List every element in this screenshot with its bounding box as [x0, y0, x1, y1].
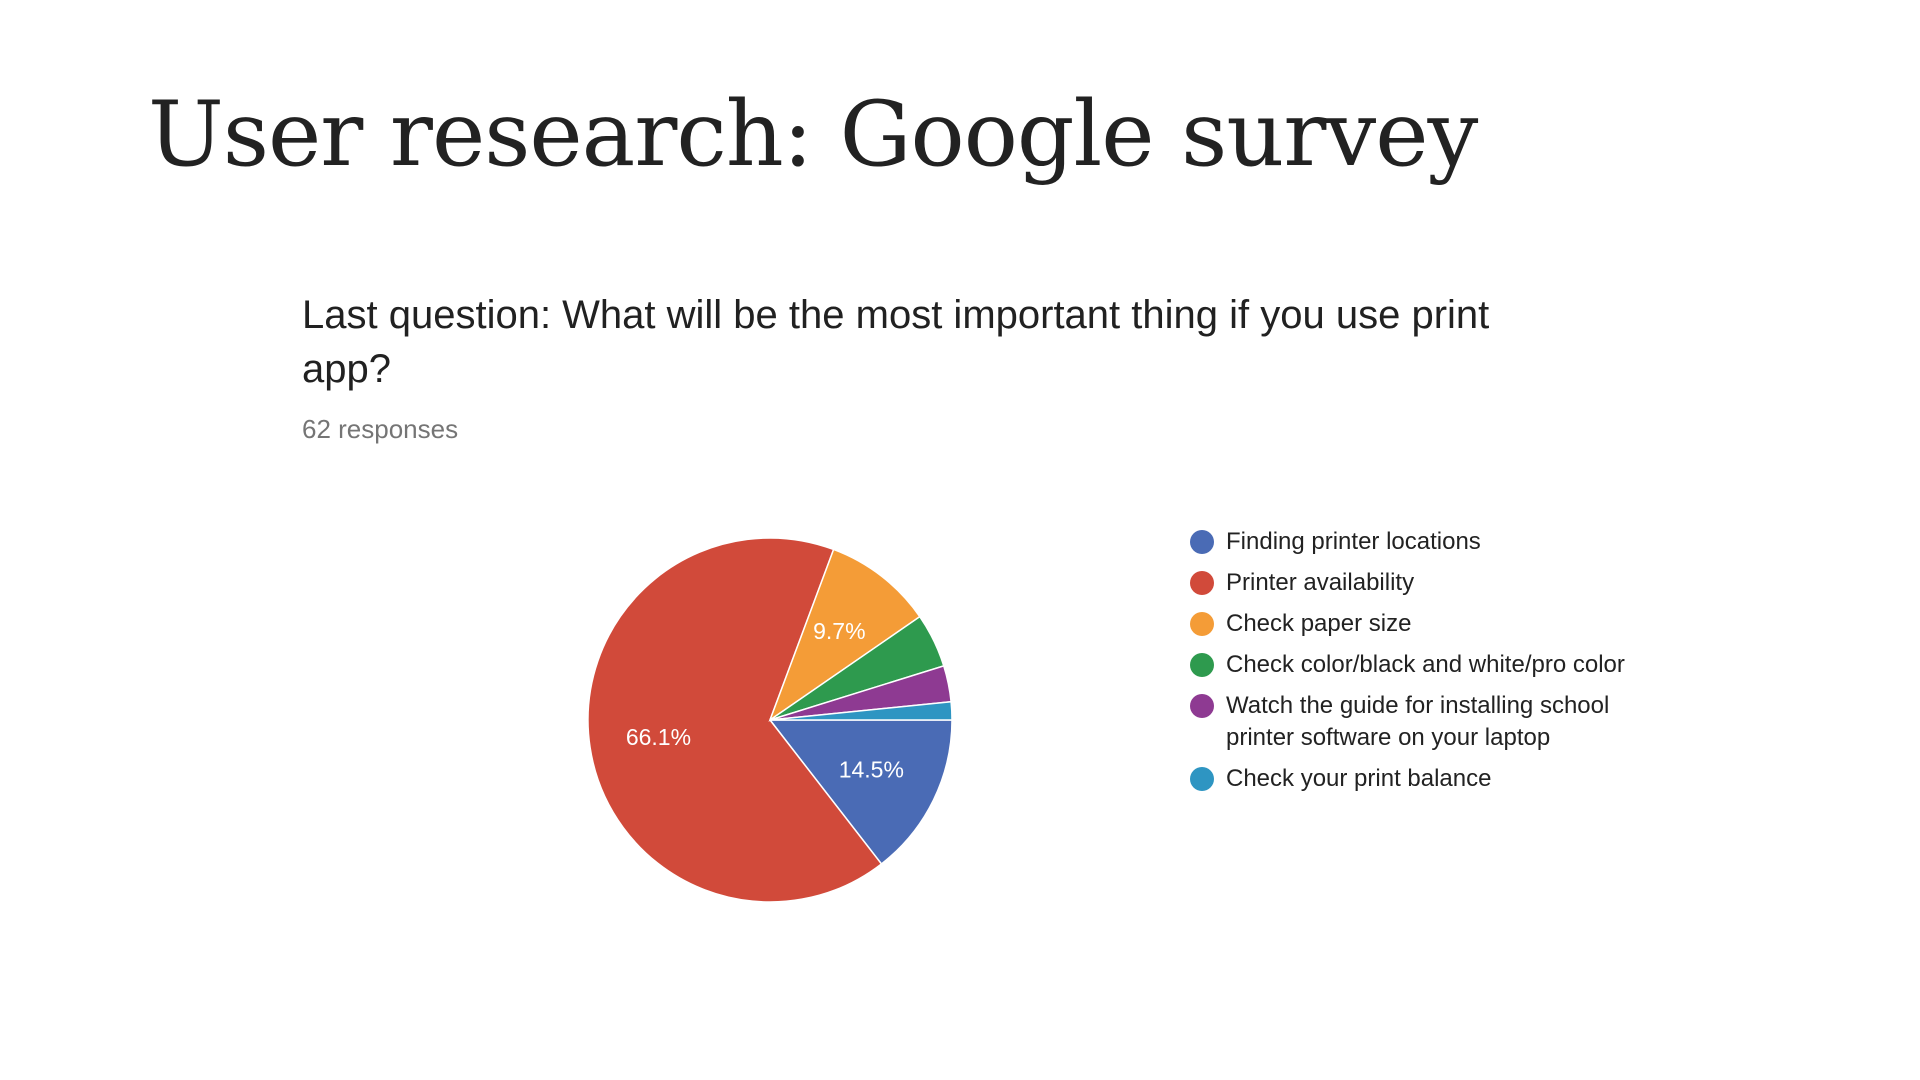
slide-title: User research: Google survey — [148, 82, 1478, 187]
pie-slice-5 — [769, 700, 953, 721]
legend-swatch — [1190, 612, 1214, 636]
pie-chart: 14.5% 66.1% 9.7% — [587, 537, 953, 903]
legend-item: Watch the guide for installing school pr… — [1190, 690, 1750, 754]
legend-item: Finding printer locations — [1190, 526, 1750, 558]
legend-item: Check paper size — [1190, 608, 1750, 640]
legend-label: Check color/black and white/pro color — [1226, 651, 1625, 678]
question-title: Last question: What will be the most imp… — [302, 293, 1490, 391]
pie-slice-label-2: 9.7% — [813, 618, 865, 644]
legend-label: Check paper size — [1226, 610, 1412, 637]
pie-slice-0 — [768, 719, 953, 865]
legend-swatch — [1190, 530, 1214, 554]
legend-item: Check your print balance — [1190, 763, 1750, 795]
legend-label: Finding printer locations — [1226, 528, 1481, 555]
chart-legend: Finding printer locations Printer availab… — [1190, 526, 1750, 804]
pie-slice-label-1: 66.1% — [626, 724, 691, 750]
pie-slice-2 — [768, 548, 921, 722]
response-count: 62 responses — [302, 414, 459, 444]
legend-swatch — [1190, 694, 1214, 718]
legend-swatch — [1190, 767, 1214, 791]
pie-slice-1 — [587, 537, 883, 903]
pie-slice-label-0: 14.5% — [839, 757, 904, 783]
legend-label: Check your print balance — [1226, 765, 1492, 792]
legend-item: Printer availability — [1190, 567, 1750, 599]
legend-swatch — [1190, 571, 1214, 595]
legend-item: Check color/black and white/pro color — [1190, 649, 1750, 681]
legend-swatch — [1190, 653, 1214, 677]
legend-label: Watch the guide for installing school pr… — [1226, 692, 1610, 751]
legend-label: Printer availability — [1226, 569, 1415, 596]
